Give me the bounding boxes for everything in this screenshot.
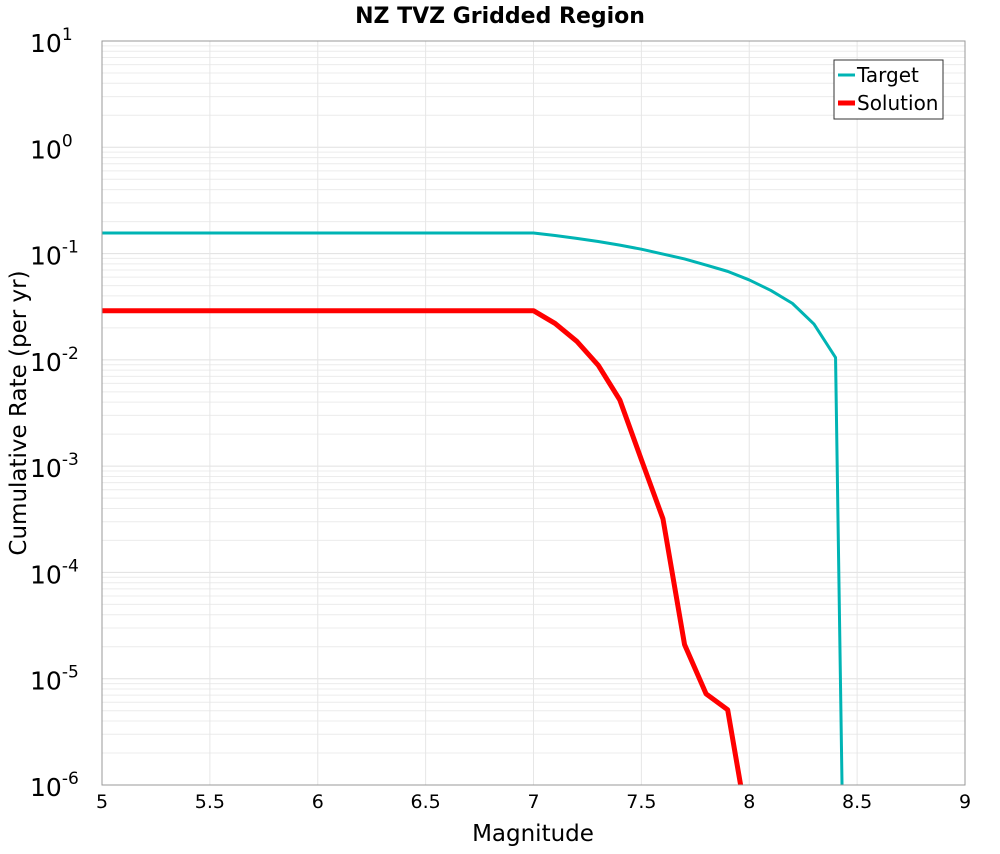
x-tick-label: 9 [959, 791, 971, 813]
y-tick-label: 10-1 [30, 238, 79, 271]
x-tick-labels: 5 5.5 6 6.5 7 7.5 8 8.5 9 [96, 791, 971, 813]
chart-title: NZ TVZ Gridded Region [355, 4, 645, 29]
legend: Target Solution [833, 59, 944, 120]
y-tick-label: 10-2 [30, 344, 79, 377]
y-tick-label: 10-6 [30, 769, 79, 802]
x-tick-label: 6.5 [411, 791, 441, 813]
x-tick-label: 5.5 [195, 791, 225, 813]
y-tick-label: 10-3 [30, 450, 79, 483]
y-tick-label: 10-4 [30, 556, 79, 589]
legend-label-solution: Solution [857, 91, 938, 115]
x-tick-label: 7.5 [626, 791, 656, 813]
series-line-target [102, 231, 844, 785]
x-axis-label: Magnitude [472, 821, 594, 847]
y-axis-label: Cumulative Rate (per yr) [6, 270, 32, 555]
x-tick-label: 8.5 [842, 791, 872, 813]
y-tick-labels: 101 100 10-1 10-2 10-3 10-4 10-5 10-6 [30, 25, 79, 802]
plot-frame [101, 40, 966, 786]
x-tick-label: 7 [527, 791, 539, 813]
series-layer [102, 231, 844, 785]
series-line-solution [102, 308, 744, 785]
grid [101, 41, 966, 786]
x-tick-label: 8 [743, 791, 755, 813]
legend-label-target: Target [856, 63, 919, 87]
legend-box [833, 59, 944, 120]
y-tick-label: 10-5 [30, 663, 79, 696]
y-tick-label: 100 [30, 131, 73, 164]
y-tick-label: 101 [30, 25, 73, 58]
x-tick-label: 5 [96, 791, 108, 813]
x-tick-label: 6 [312, 791, 324, 813]
